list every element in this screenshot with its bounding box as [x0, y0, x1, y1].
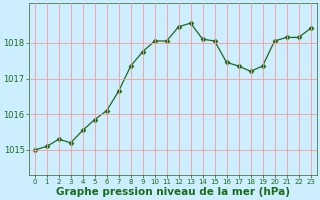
- X-axis label: Graphe pression niveau de la mer (hPa): Graphe pression niveau de la mer (hPa): [56, 187, 290, 197]
